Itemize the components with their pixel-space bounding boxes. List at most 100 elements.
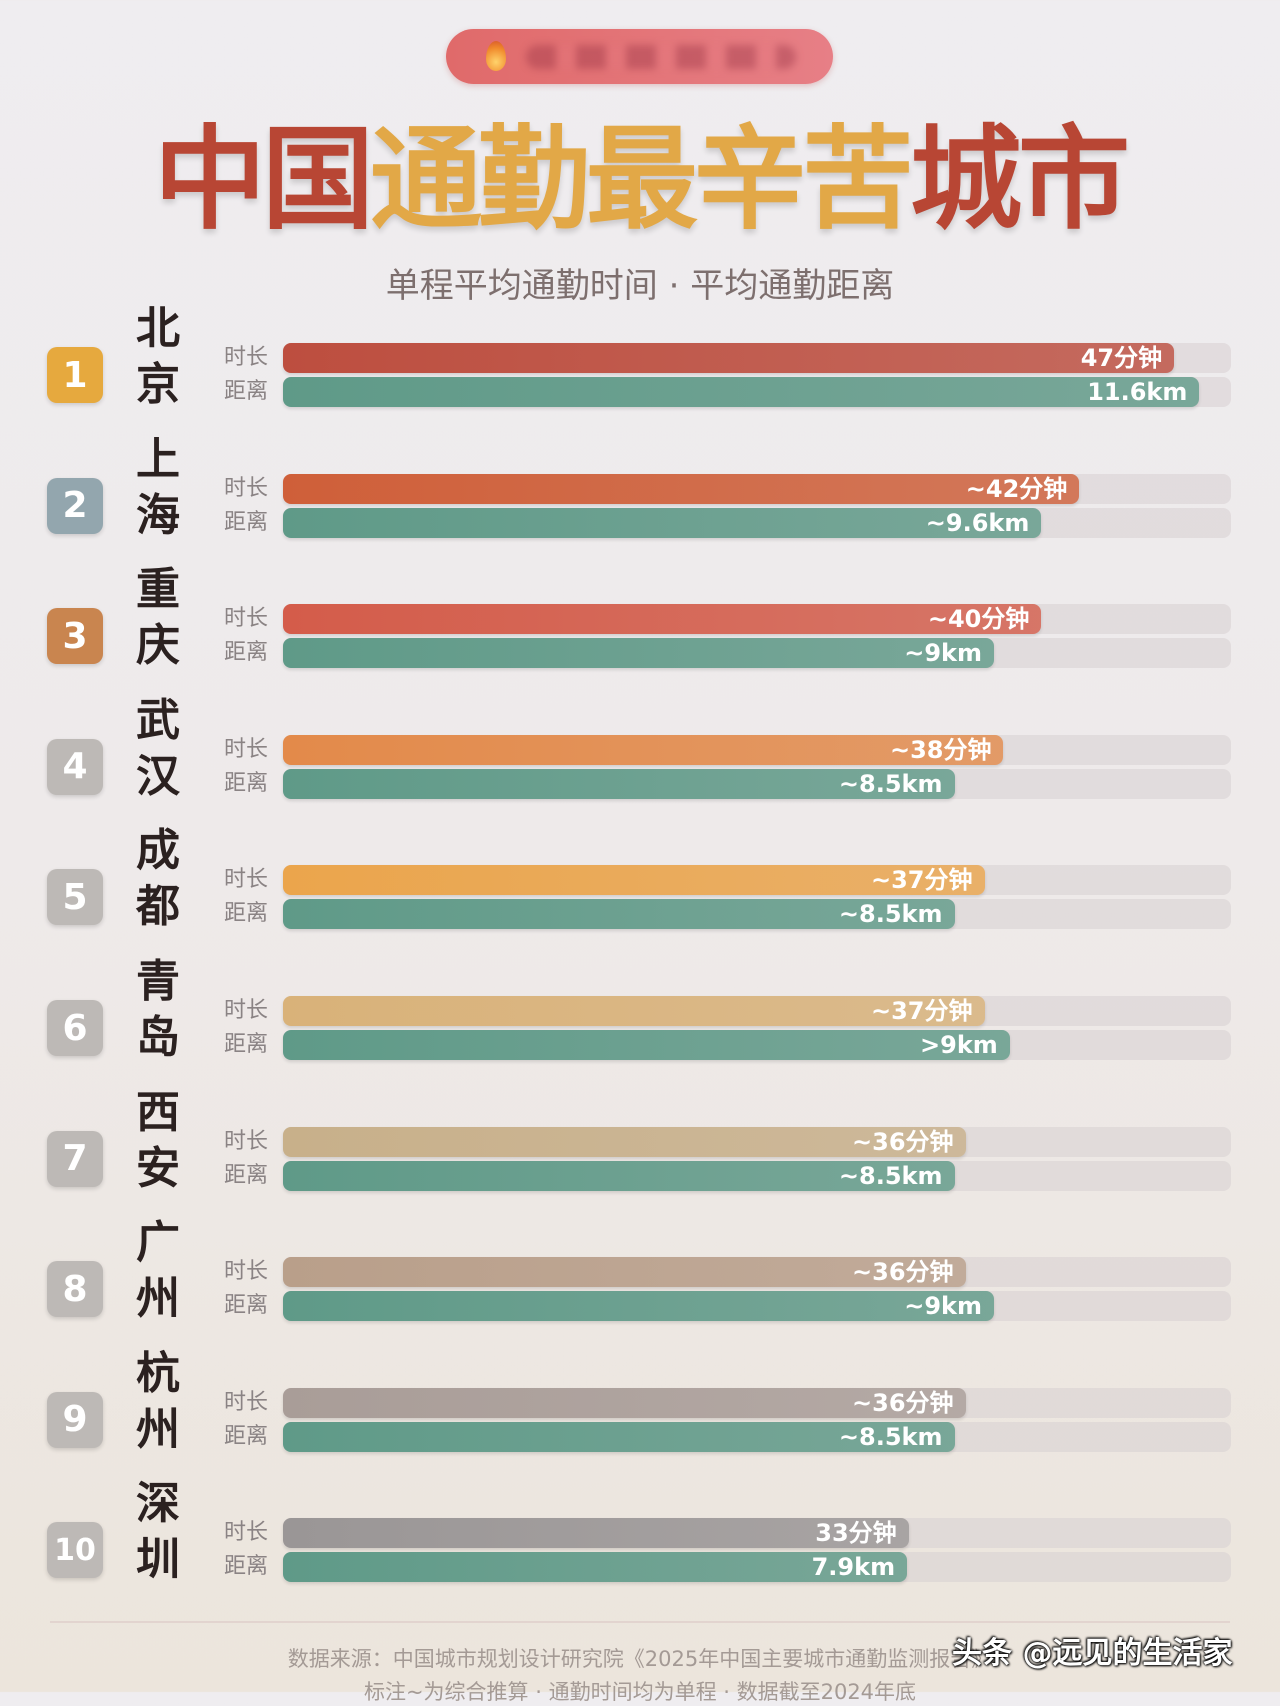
time-bar: ~40分钟 (283, 604, 1042, 635)
note-text: 标注~为综合推算 · 通勤时间均为单程 · 数据截至2024年底 (363, 1680, 917, 1704)
distance-bar: 11.6km (283, 377, 1200, 407)
time-bar: ~38分钟 (283, 734, 1004, 765)
time-label: 时长 (224, 998, 269, 1023)
time-track: ~37分钟 (283, 996, 1231, 1026)
time-value-label: ~36分钟 (852, 1127, 954, 1156)
rank-badge: 7 (47, 1130, 103, 1187)
time-value-label: 33分钟 (815, 1519, 897, 1548)
distance-label: 距离 (224, 770, 269, 796)
time-label: 时长 (224, 1389, 269, 1415)
distance-track: ~9km (283, 1291, 1231, 1322)
distance-bar: ~8.5km (283, 1421, 955, 1452)
time-value-label: ~36分钟 (852, 1388, 954, 1417)
city-name: 北京 (136, 303, 180, 410)
time-label: 时长 (224, 1128, 269, 1154)
distance-track: ~8.5km (283, 1421, 1231, 1452)
city-name: 武汉 (136, 694, 180, 802)
rank-badge: 8 (47, 1261, 103, 1318)
time-value-label: 47分钟 (1080, 344, 1163, 372)
distance-label: 距离 (224, 1293, 269, 1319)
city-name: 深圳 (136, 1478, 180, 1586)
distance-label: 距离 (224, 1032, 269, 1057)
city-name: 西安 (136, 1086, 180, 1194)
distance-label: 距离 (224, 1162, 269, 1188)
distance-value-label: ~9.6km (925, 508, 1030, 537)
rank-badge: 9 (47, 1391, 103, 1448)
time-track: ~36分钟 (283, 1257, 1231, 1288)
distance-label: 距离 (224, 509, 269, 535)
time-label: 时长 (224, 606, 269, 632)
time-bar: ~37分钟 (283, 865, 985, 896)
distance-label: 距离 (224, 1554, 269, 1580)
time-label: 时长 (224, 1520, 269, 1546)
time-value-label: ~38分钟 (889, 735, 992, 764)
distance-track: ~8.5km (283, 1160, 1231, 1191)
time-value-label: ~36分钟 (852, 1258, 954, 1287)
page-subtitle: 单程平均通勤时间 · 平均通勤距离 (385, 266, 895, 306)
distance-track: ~9.6km (283, 507, 1231, 538)
city-name: 广州 (136, 1217, 180, 1325)
distance-label: 距离 (224, 379, 269, 404)
distance-bar: ~9km (283, 1291, 994, 1322)
distance-value-label: ~9km (904, 639, 982, 668)
rank-badge: 5 (47, 869, 103, 926)
rank-badge: 2 (47, 477, 103, 534)
flame-icon (486, 41, 506, 71)
title-part: 通勤最辛苦 (370, 115, 914, 245)
distance-bar: ~9.6km (283, 507, 1042, 538)
time-bar: ~37分钟 (283, 996, 985, 1026)
page-title: 中国通勤最辛苦城市 (0, 110, 1280, 250)
time-bar: ~36分钟 (283, 1387, 966, 1418)
time-bar: ~36分钟 (283, 1257, 966, 1288)
distance-value-label: 11.6km (1087, 378, 1188, 406)
distance-track: ~8.5km (283, 899, 1231, 930)
distance-value-label: ~8.5km (838, 1422, 943, 1451)
distance-bar: 7.9km (283, 1552, 908, 1583)
time-bar: 47分钟 (283, 343, 1175, 373)
distance-value-label: >9km (920, 1031, 998, 1059)
rank-badge: 4 (47, 738, 103, 795)
city-name: 杭州 (136, 1347, 180, 1455)
time-bar: ~36分钟 (283, 1126, 966, 1157)
distance-bar: ~8.5km (283, 899, 955, 930)
source-text: 数据来源：中国城市规划设计研究院《2025年中国主要城市通勤监测报告》 (287, 1647, 993, 1671)
header-pill (446, 29, 833, 84)
time-track: ~37分钟 (283, 865, 1231, 896)
watermark: 头条 @远见的生活家 (952, 1636, 1233, 1671)
distance-value-label: ~8.5km (838, 1161, 943, 1190)
time-track: ~36分钟 (283, 1387, 1231, 1418)
distance-value-label: ~9km (904, 1292, 982, 1321)
rank-badge: 3 (47, 608, 103, 665)
time-track: ~38分钟 (283, 734, 1231, 765)
time-track: ~36分钟 (283, 1126, 1231, 1157)
distance-track: 7.9km (283, 1552, 1231, 1583)
blurred-pill-text (526, 45, 796, 69)
title-part: 城市 (910, 115, 1130, 245)
distance-bar: ~8.5km (283, 768, 955, 799)
rank-badge: 10 (47, 1522, 103, 1579)
time-label: 时长 (224, 867, 269, 893)
distance-value-label: 7.9km (811, 1553, 896, 1582)
distance-bar: ~8.5km (283, 1160, 955, 1191)
city-name: 上海 (136, 433, 180, 541)
city-name: 成都 (136, 825, 180, 933)
distance-bar: >9km (283, 1030, 1010, 1060)
time-value-label: ~40分钟 (927, 605, 1030, 634)
time-bar: 33分钟 (283, 1518, 909, 1549)
distance-track: ~9km (283, 638, 1231, 669)
rank-badge: 6 (47, 1000, 103, 1056)
rank-badge: 1 (47, 347, 103, 403)
title-part: 中国 (154, 115, 374, 245)
time-value-label: ~42分钟 (965, 474, 1068, 503)
distance-value-label: ~8.5km (838, 769, 943, 798)
time-label: 时长 (224, 345, 269, 370)
time-bar: ~42分钟 (283, 473, 1080, 504)
distance-bar: ~9km (283, 638, 994, 669)
time-value-label: ~37分钟 (871, 866, 973, 895)
time-label: 时长 (224, 1259, 269, 1285)
time-track: ~42分钟 (283, 473, 1231, 504)
distance-label: 距离 (224, 640, 269, 666)
time-track: 33分钟 (283, 1518, 1231, 1549)
time-label: 时长 (224, 475, 269, 501)
distance-label: 距离 (224, 901, 269, 927)
